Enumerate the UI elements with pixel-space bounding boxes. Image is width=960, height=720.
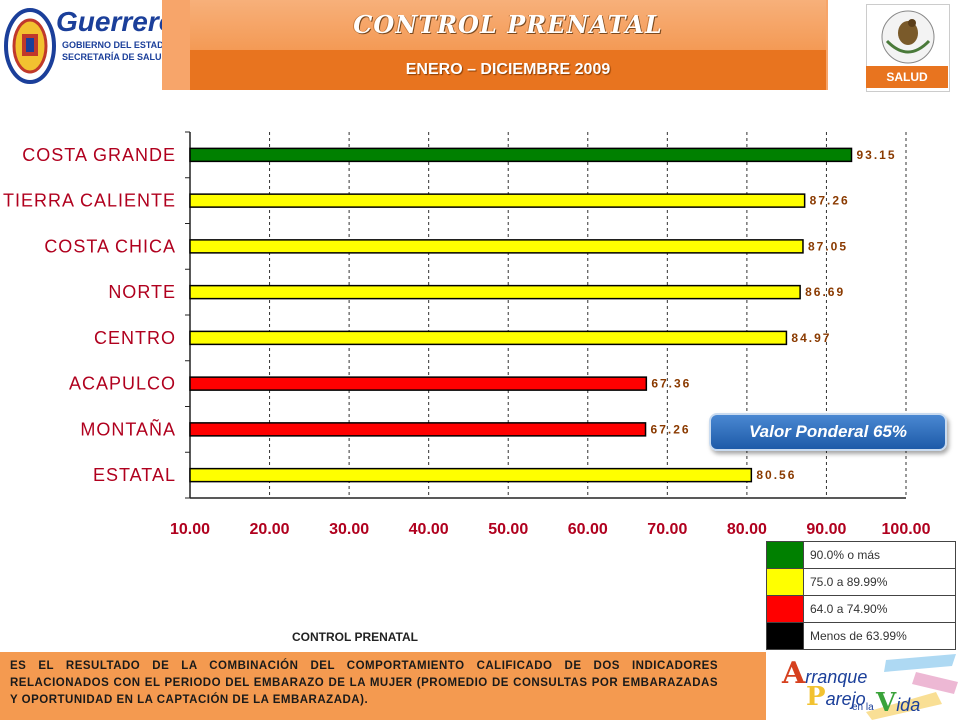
legend-label: 90.0% o más [803, 541, 956, 569]
legend-row: 90.0% o más [766, 541, 956, 569]
bar [189, 467, 753, 483]
header-title-bar [190, 0, 826, 50]
bar-chart: COSTA GRANDE TIERRA CALIENTE COSTA CHICA NO… [3, 131, 931, 538]
category-label: CENTRO [94, 328, 176, 348]
bar [189, 422, 647, 437]
logo-letter-p: P [806, 682, 826, 712]
page-title: CONTROL PRENATAL [353, 10, 663, 39]
chart-axes [185, 131, 906, 499]
category-label: MONTAÑA [80, 418, 176, 439]
crayon-decoration-icon [866, 654, 958, 720]
legend-row: 64.0 a 74.90% [766, 595, 956, 623]
value-label: 87.05 [808, 239, 848, 253]
x-tick-label: 90.00 [806, 521, 846, 538]
mexico-seal-icon [881, 10, 935, 64]
value-label: 67.26 [651, 422, 691, 436]
arranque-parejo-logo: Arranque Parejo en la Vida [766, 652, 960, 720]
value-label: 86.69 [805, 285, 845, 299]
x-tick-label: 60.00 [568, 521, 608, 538]
valor-ponderal-badge: Valor Ponderal 65% [709, 413, 947, 451]
x-tick-label: 80.00 [727, 521, 767, 538]
footer-description: ES EL RESULTADO DE LA COMBINACIÓN DEL CO… [10, 660, 718, 706]
value-label: 84.97 [791, 331, 831, 345]
logo-word-arejo: arejo [825, 689, 866, 709]
chart-category-labels: COSTA GRANDE TIERRA CALIENTE COSTA CHICA NO… [3, 145, 176, 485]
chart-caption: CONTROL PRENATAL [292, 630, 418, 644]
logo-word-en-la: en la [852, 702, 874, 713]
guerrero-logo [0, 0, 162, 90]
category-label: TIERRA CALIENTE [3, 191, 176, 211]
guerrero-name: Guerrero [56, 6, 176, 37]
bar [189, 239, 804, 254]
legend-label: Menos de 63.99% [803, 622, 956, 650]
x-tick-label: 10.00 [170, 521, 210, 538]
legend-swatch [766, 595, 804, 623]
bar [189, 193, 806, 208]
x-tick-label: 100.00 [882, 521, 931, 538]
category-label: ACAPULCO [69, 374, 176, 394]
logo-letter-v: V [876, 688, 897, 718]
logo-word-ida: ida [896, 695, 921, 715]
bar [189, 376, 648, 391]
legend-row: Menos de 63.99% [766, 622, 956, 650]
chart-value-labels: 93.15 87.26 87.05 86.69 84.97 67.36 67.26 80.56 [651, 148, 897, 482]
category-label: COSTA CHICA [44, 236, 176, 256]
x-tick-label: 20.00 [250, 521, 290, 538]
chart-tick-labels: 10.00 20.00 30.00 40.00 50.00 60.00 70.00 80.00… [170, 521, 931, 538]
logo-word-arranque: rranque [805, 667, 868, 687]
page-subtitle: ENERO – DICIEMBRE 2009 [405, 61, 611, 78]
legend-label: 64.0 a 74.90% [803, 595, 956, 623]
category-label: ESTATAL [93, 465, 176, 485]
value-label: 67.36 [651, 377, 691, 391]
x-tick-label: 70.00 [647, 521, 687, 538]
legend-label: 75.0 a 89.99% [803, 568, 956, 596]
guerrero-line2: SECRETARÍA DE SALUD [62, 52, 169, 62]
footer-band [0, 652, 766, 720]
x-tick-label: 40.00 [409, 521, 449, 538]
value-label: 93.15 [857, 148, 897, 162]
guerrero-line1: GOBIERNO DEL ESTADO [62, 40, 171, 50]
x-tick-label: 30.00 [329, 521, 369, 538]
header-subtitle-bar [190, 50, 826, 90]
value-label: 87.26 [810, 194, 850, 208]
bar [189, 284, 801, 300]
legend-swatch [766, 622, 804, 650]
x-tick-label: 50.00 [488, 521, 528, 538]
legend-swatch [766, 541, 804, 569]
legend-swatch [766, 568, 804, 596]
chart-bars [189, 147, 853, 483]
guerrero-seal-icon [4, 8, 56, 84]
bar [189, 147, 853, 163]
chart-grid [269, 132, 907, 498]
legend: 90.0% o más 75.0 a 89.99% 64.0 a 74.90% … [766, 541, 956, 650]
value-label: 80.56 [756, 468, 796, 482]
salud-label: SALUD [866, 66, 948, 88]
category-label: COSTA GRANDE [22, 145, 176, 165]
logo-letter-a: A [782, 656, 806, 691]
bar [189, 330, 788, 346]
legend-row: 75.0 a 89.99% [766, 568, 956, 596]
category-label: NORTE [108, 282, 176, 302]
